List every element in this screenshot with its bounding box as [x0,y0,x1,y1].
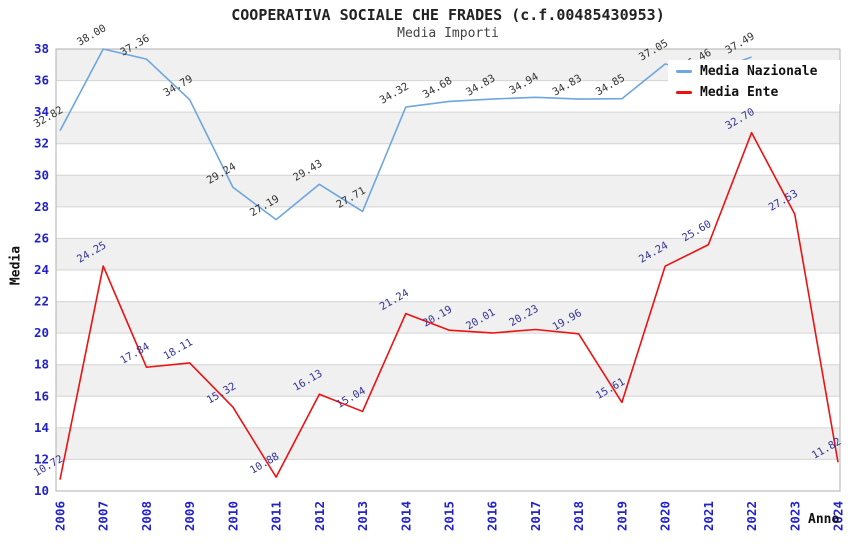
x-tick-label: 2012 [312,501,327,531]
y-tick-label: 10 [34,483,49,498]
legend-label-ente: Media Ente [700,85,779,100]
y-tick-label: 22 [34,294,49,309]
y-tick-label: 18 [34,357,49,372]
plot-border [55,48,841,492]
x-tick-label: 2006 [53,501,68,531]
y-tick-label: 14 [34,420,49,435]
grid-band [56,301,840,334]
legend-item-media-nazionale: Media Nazionale [676,64,840,79]
x-tick-label: 2020 [658,501,673,531]
y-tick-label: 16 [34,388,49,403]
x-tick-label: 2018 [571,501,586,531]
grid-band [56,175,840,207]
legend-label-nazionale: Media Nazionale [700,64,818,79]
x-tick-label: 2014 [398,501,413,531]
grid-band [56,364,840,397]
x-tick-label: 2022 [744,501,759,531]
x-tick-label: 2007 [96,501,111,531]
data-point-label: 38.00 [75,22,108,48]
series-line-media-ente [59,131,839,480]
legend-item-media-ente: Media Ente [676,85,840,100]
y-tick-label: 20 [34,325,49,340]
x-axis-title: Anno [808,512,840,527]
data-point-label: 18.11 [161,336,194,362]
data-point-label: 34.32 [378,80,411,106]
x-tick-label: 2016 [485,501,500,531]
x-tick-label: 2013 [355,501,370,531]
y-tick-label: 28 [34,199,49,214]
y-tick-label: 32 [34,136,49,151]
x-tick-label: 2021 [701,501,716,531]
y-axis-title: Media [8,245,24,286]
x-tick-label: 2017 [528,501,543,531]
x-tick-label: 2008 [139,501,154,531]
grid-band [56,238,840,270]
grid-band [56,112,840,144]
grid-band [56,427,840,460]
x-tick-label: 2015 [442,501,457,531]
x-tick-label: 2010 [225,501,240,531]
y-tick-label: 34 [34,104,49,119]
y-tick-label: 38 [34,41,49,56]
x-tick-label: 2009 [182,501,197,531]
data-point-label: 17.84 [118,341,151,367]
y-tick-label: 12 [34,451,49,466]
legend-swatch-ente-icon [676,91,692,94]
y-tick-label: 24 [34,262,49,277]
y-tick-label: 36 [34,73,49,88]
y-tick-label: 30 [34,167,49,182]
legend-swatch-nazionale-icon [676,70,692,73]
legend-box: Media Nazionale Media Ente [668,60,840,104]
series-line-media-nazionale [59,48,752,221]
x-tick-label: 2019 [614,501,629,531]
chart-subtitle: Media Importi [397,26,499,41]
x-tick-label: 2011 [269,501,284,531]
x-tick-label: 2024 [831,501,846,531]
y-tick-label: 26 [34,230,49,245]
x-tick-label: 2023 [787,501,802,531]
chart-title: COOPERATIVA SOCIALE CHE FRADES (c.f.0048… [231,6,665,24]
